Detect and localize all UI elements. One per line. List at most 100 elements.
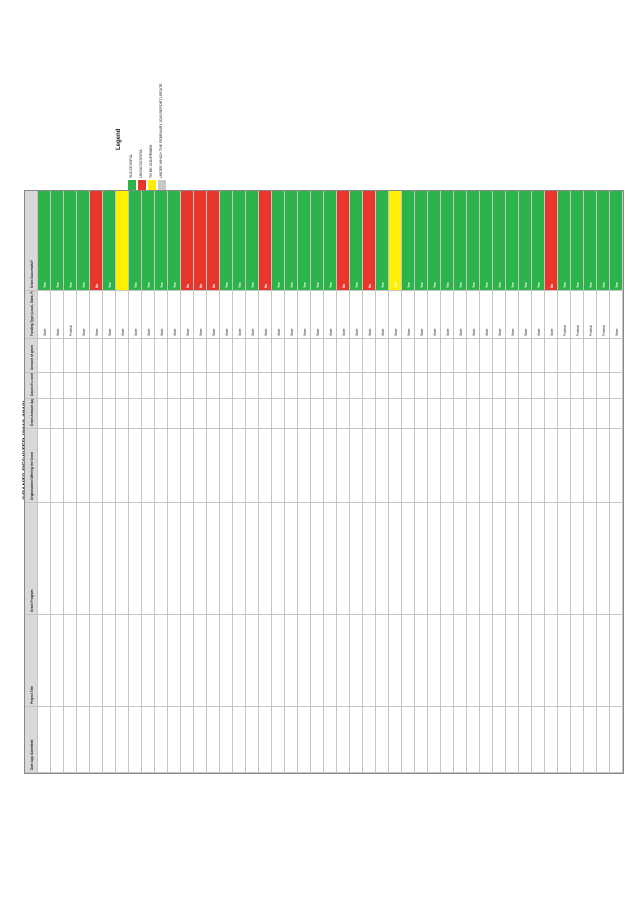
table-cell bbox=[194, 615, 207, 707]
table-cell bbox=[90, 615, 103, 707]
table-cell bbox=[467, 503, 480, 615]
column-header-label: Date App Submitted bbox=[29, 739, 34, 770]
table-cell bbox=[116, 707, 129, 773]
cell-text: Yes bbox=[224, 282, 229, 289]
table-cell bbox=[558, 503, 571, 615]
table-cell bbox=[428, 399, 441, 429]
table-cell bbox=[142, 373, 155, 399]
table-cell bbox=[454, 373, 467, 399]
column-header-label: Grant Successful? bbox=[29, 259, 34, 288]
table-cell: Yes bbox=[311, 191, 324, 291]
table-cell: State bbox=[194, 291, 207, 339]
table-cell bbox=[116, 339, 129, 373]
table-cell bbox=[376, 339, 389, 373]
cell-text: Yes bbox=[601, 282, 606, 289]
table-cell bbox=[38, 615, 51, 707]
table-cell bbox=[415, 339, 428, 373]
table-cell bbox=[376, 399, 389, 429]
table-cell: State bbox=[142, 291, 155, 339]
table-cell: No bbox=[363, 191, 376, 291]
table-cell: State bbox=[467, 291, 480, 339]
table-cell: Yes bbox=[610, 191, 623, 291]
table-cell bbox=[220, 503, 233, 615]
table-cell: State bbox=[350, 291, 363, 339]
cell-text: Yes bbox=[172, 282, 177, 289]
table-cell bbox=[168, 429, 181, 503]
table-cell bbox=[519, 503, 532, 615]
table-cell: State bbox=[155, 291, 168, 339]
table-cell bbox=[259, 503, 272, 615]
table-cell bbox=[350, 615, 363, 707]
cell-text: Yes bbox=[146, 282, 151, 289]
cell-text: Federal bbox=[575, 325, 580, 336]
table-cell bbox=[311, 339, 324, 373]
table-cell: State bbox=[272, 291, 285, 339]
cell-text: Federal bbox=[562, 325, 567, 336]
cell-text: Yes bbox=[159, 282, 164, 289]
table-cell bbox=[168, 707, 181, 773]
table-cell bbox=[90, 373, 103, 399]
table-cell: Yes bbox=[454, 191, 467, 291]
table-cell: State bbox=[454, 291, 467, 339]
table-cell bbox=[493, 615, 506, 707]
table-cell bbox=[428, 429, 441, 503]
table-cell bbox=[103, 339, 116, 373]
table-cell bbox=[77, 373, 90, 399]
table-cell: Yes bbox=[298, 191, 311, 291]
cell-text: State bbox=[393, 328, 398, 336]
table-cell bbox=[363, 373, 376, 399]
table-cell bbox=[597, 339, 610, 373]
table-cell bbox=[467, 707, 480, 773]
table-cell bbox=[597, 429, 610, 503]
cell-text: Yes bbox=[458, 282, 463, 289]
table-cell bbox=[246, 339, 259, 373]
table-cell bbox=[480, 429, 493, 503]
cell-text: No bbox=[198, 283, 203, 288]
table-cell bbox=[272, 373, 285, 399]
table-cell: Federal bbox=[64, 291, 77, 339]
table-cell bbox=[389, 373, 402, 399]
table-cell bbox=[415, 707, 428, 773]
table-cell bbox=[480, 503, 493, 615]
table-cell bbox=[506, 503, 519, 615]
table-cell bbox=[272, 399, 285, 429]
table-cell bbox=[350, 399, 363, 429]
table-cell bbox=[259, 429, 272, 503]
table-cell bbox=[532, 339, 545, 373]
table-cell bbox=[194, 373, 207, 399]
cell-text: State bbox=[263, 328, 268, 336]
table-cell bbox=[519, 615, 532, 707]
table-cell: Yes bbox=[532, 191, 545, 291]
table-cell: No bbox=[207, 191, 220, 291]
cell-text: State bbox=[354, 328, 359, 336]
table-cell: No bbox=[545, 191, 558, 291]
table-cell bbox=[545, 399, 558, 429]
table-cell bbox=[454, 429, 467, 503]
table-cell bbox=[402, 399, 415, 429]
table-cell: Yes bbox=[168, 191, 181, 291]
table-cell bbox=[220, 707, 233, 773]
table-cell: State bbox=[181, 291, 194, 339]
legend-title: Legend bbox=[116, 128, 122, 150]
table-cell bbox=[77, 429, 90, 503]
legend: Legend SUCCESSFUL UNSUCCESSFUL TO BE CONFIR… bbox=[108, 83, 168, 190]
table-cell bbox=[181, 429, 194, 503]
table-cell bbox=[376, 503, 389, 615]
table-cell bbox=[207, 429, 220, 503]
table-cell bbox=[311, 503, 324, 615]
table-cell bbox=[519, 339, 532, 373]
table-cell bbox=[493, 399, 506, 429]
table-cell: Yes bbox=[415, 191, 428, 291]
cell-text: No bbox=[549, 283, 554, 288]
table-cell bbox=[259, 615, 272, 707]
cell-text: State bbox=[367, 328, 372, 336]
table-cell bbox=[298, 399, 311, 429]
table-cell bbox=[363, 707, 376, 773]
table-cell: State bbox=[38, 291, 51, 339]
cell-text: Yes bbox=[536, 282, 541, 289]
cell-text: State bbox=[159, 328, 164, 336]
table-cell bbox=[324, 707, 337, 773]
table-cell: State bbox=[493, 291, 506, 339]
table-cell bbox=[428, 615, 441, 707]
table-cell bbox=[181, 615, 194, 707]
